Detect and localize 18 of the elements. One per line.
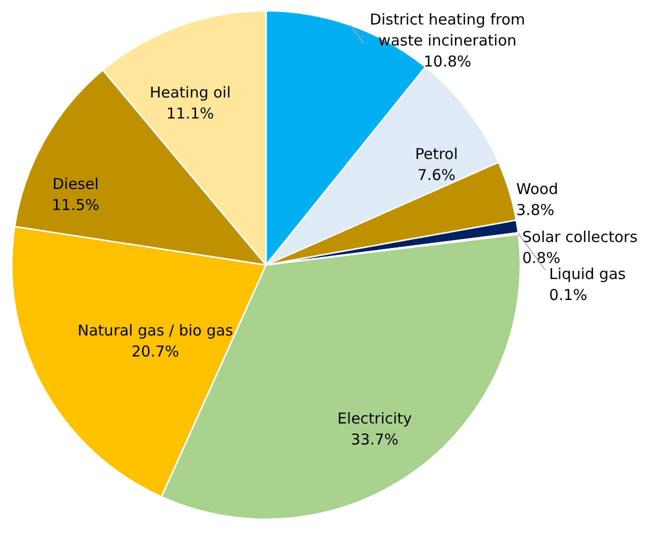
data-label: 3.8%	[516, 201, 554, 220]
data-label: 20.7%	[132, 342, 180, 361]
slice-label: District heating from waste incineration	[370, 10, 526, 50]
data-label: 11.5%	[52, 196, 100, 214]
data-label: 0.8%	[522, 248, 560, 267]
slice-label: Heating oil	[150, 83, 231, 102]
data-label: 11.1%	[166, 104, 214, 122]
data-label: 0.1%	[549, 286, 588, 304]
slice-label: Electricity	[337, 409, 412, 428]
slice-label: Liquid gas	[549, 264, 626, 283]
data-label: 7.6%	[417, 166, 456, 184]
slice-label: Solar collectors	[522, 228, 638, 246]
slice-label: Petrol	[415, 145, 458, 164]
slice-label: Diesel	[52, 175, 99, 194]
slice-label: Natural gas / bio gas	[78, 322, 234, 340]
data-label: 33.7%	[350, 430, 399, 448]
data-label: 10.8%	[424, 52, 472, 71]
slice-label: Wood	[516, 180, 558, 198]
